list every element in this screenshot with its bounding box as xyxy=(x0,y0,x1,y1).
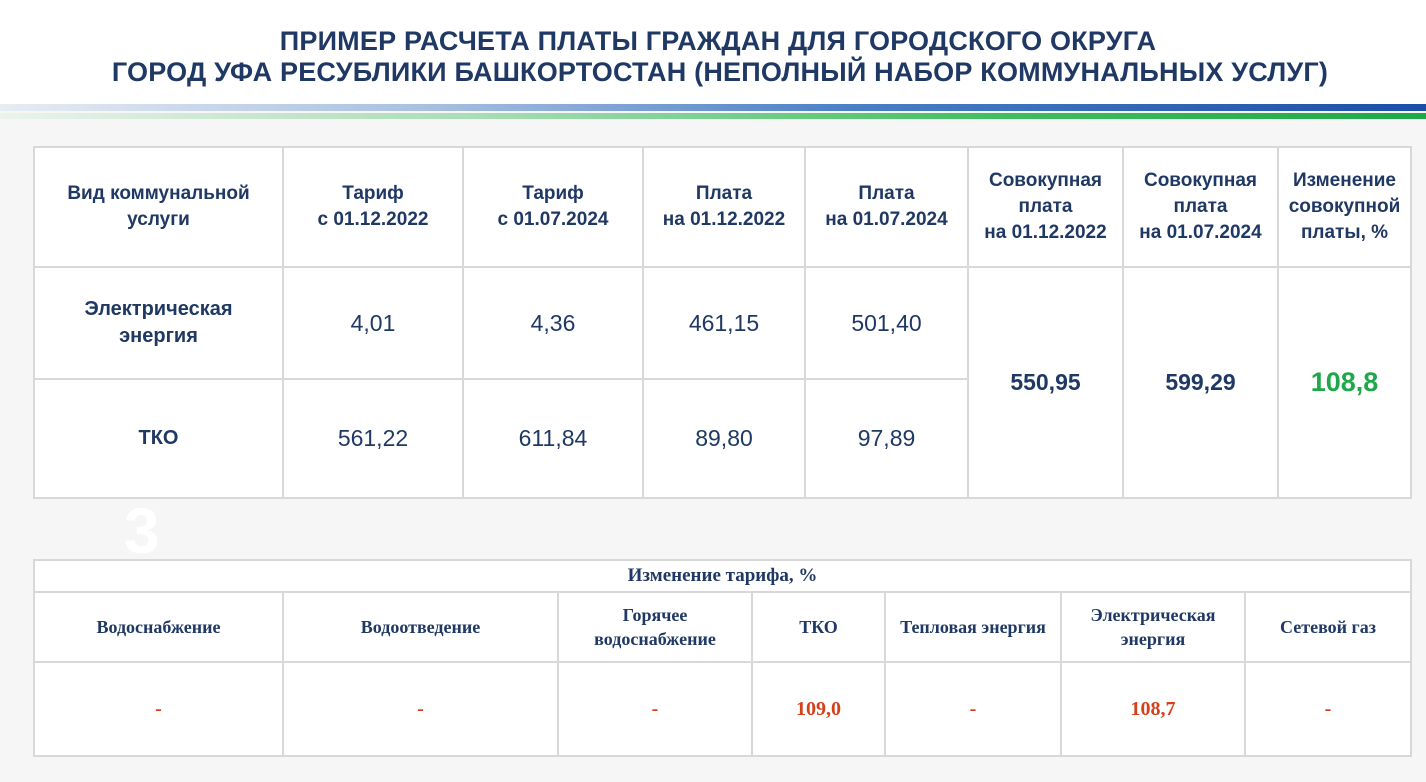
cell-service: Электрическая энергия xyxy=(33,266,284,380)
cell-total-change: 108,8 xyxy=(1277,266,1412,499)
table-caption: Изменение тарифа, % xyxy=(32,559,1413,593)
cell-payment-2022: 461,15 xyxy=(642,266,806,380)
caption-row: Изменение тарифа, % xyxy=(32,559,1413,593)
value-water-supply: - xyxy=(33,661,284,757)
tariff-change-table: Изменение тарифа, % Водоснабжение Водоот… xyxy=(32,559,1413,757)
header-heat-energy: Тепловая энергия xyxy=(884,591,1062,663)
decorative-blue-stripe xyxy=(0,104,1426,111)
page-title-line-1: ПРИМЕР РАСЧЕТА ПЛАТЫ ГРАЖДАН ДЛЯ ГОРОДСК… xyxy=(279,26,1157,56)
decorative-green-stripe xyxy=(0,113,1426,119)
header-change: Изменение совокупной платы, % xyxy=(1277,146,1412,268)
header-total-2022: Совокупная плата на 01.12.2022 xyxy=(967,146,1124,268)
cell-service: ТКО xyxy=(33,378,284,499)
header-row: Водоснабжение Водоотведение Горячее водос… xyxy=(33,591,1413,663)
table-row-tko: ТКО 561,22 611,84 89,80 97,89 xyxy=(33,378,1411,499)
cell-payment-2024: 97,89 xyxy=(804,378,969,499)
header-hot-water: Горячее водоснабжение xyxy=(557,591,753,663)
header-row: Вид коммунальной услуги Тариф с 01.12.202… xyxy=(33,146,1412,268)
cell-tariff-2022: 4,01 xyxy=(282,266,464,380)
value-water-disposal: - xyxy=(282,661,559,757)
cell-tariff-2024: 4,36 xyxy=(462,266,644,380)
header-network-gas: Сетевой газ xyxy=(1243,591,1413,663)
header-payment-2022: Плата на 01.12.2022 xyxy=(642,146,806,268)
header-total-2024: Совокупная плата на 01.07.2024 xyxy=(1122,146,1279,268)
header-area xyxy=(0,0,1426,104)
header-payment-2024: Плата на 01.07.2024 xyxy=(804,146,969,268)
watermark-number: 3 xyxy=(124,495,160,567)
cell-total-2024: 599,29 xyxy=(1122,266,1279,499)
header-tariff-2024: Тариф с 01.07.2024 xyxy=(462,146,644,268)
cell-payment-2024: 501,40 xyxy=(804,266,969,380)
header-electricity: Электрическая энергия xyxy=(1060,591,1246,663)
value-heat-energy: - xyxy=(884,661,1062,757)
header-tariff-2022: Тариф с 01.12.2022 xyxy=(282,146,464,268)
header-service: Вид коммунальной услуги xyxy=(33,146,284,268)
value-hot-water: - xyxy=(557,661,753,757)
cell-total-2022: 550,95 xyxy=(967,266,1124,499)
payment-calculation-table: Вид коммунальной услуги Тариф с 01.12.202… xyxy=(33,146,1412,499)
header-tko: ТКО xyxy=(751,591,886,663)
page-title: ПРИМЕР РАСЧЕТА ПЛАТЫ ГРАЖДАН ДЛЯ ГОРОДСК… xyxy=(0,26,1426,88)
header-water-disposal: Водоотведение xyxy=(282,591,559,663)
cell-tariff-2022: 561,22 xyxy=(282,378,464,499)
value-electricity: 108,7 xyxy=(1060,661,1246,757)
value-network-gas: - xyxy=(1243,661,1413,757)
cell-payment-2022: 89,80 xyxy=(642,378,806,499)
header-water-supply: Водоснабжение xyxy=(33,591,284,663)
table-row-electricity: Электрическая энергия 4,01 4,36 461,15 50… xyxy=(33,266,1412,499)
cell-tariff-2024: 611,84 xyxy=(462,378,644,499)
values-row: - - - 109,0 - 108,7 - xyxy=(33,661,1413,757)
value-tko: 109,0 xyxy=(751,661,886,757)
page-title-line-2: ГОРОД УФА РЕСУБЛИКИ БАШКОРТОСТАН (НЕПОЛН… xyxy=(111,57,1329,87)
